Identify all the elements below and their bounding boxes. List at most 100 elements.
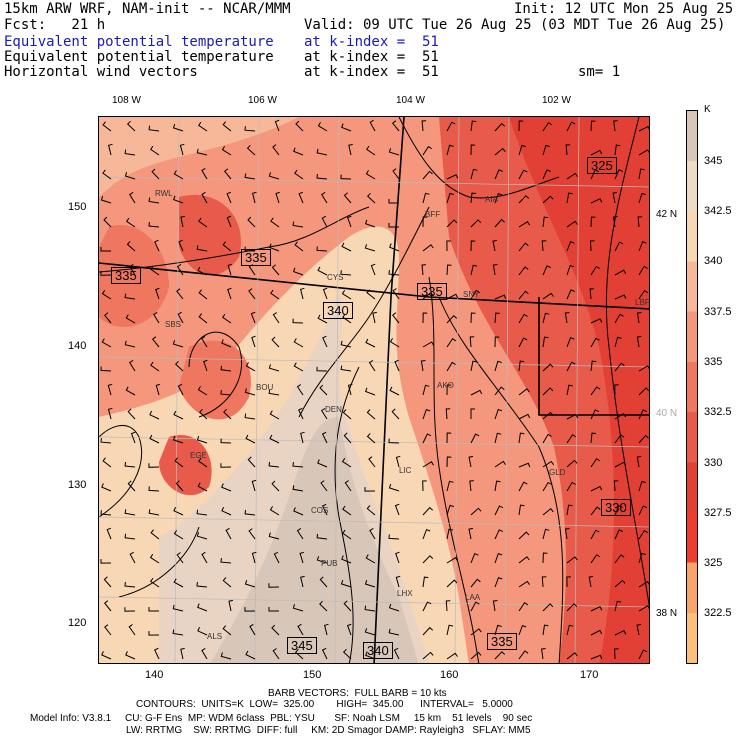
wind-barb [542,169,551,180]
wind-barb [614,413,627,420]
wind-barb [366,192,376,204]
wind-barb [100,271,112,276]
wind-barb [590,529,600,540]
wind-barb [342,313,352,324]
wind-barb [388,199,399,204]
wind-barb [220,463,232,468]
wind-barb [638,480,646,492]
wind-barb [446,144,454,156]
colorbar-label: 335 [704,356,723,368]
wind-barb [340,579,352,588]
wind-barb [470,553,479,564]
wind-barb [227,287,232,300]
wind-barb [173,578,184,588]
wind-barb [420,360,426,372]
wind-barb [316,246,328,252]
wind-barb [268,532,280,540]
wind-barb [614,600,622,612]
wind-barb [541,240,547,252]
wind-barb [614,434,625,444]
wind-barb [125,651,136,660]
wind-barb [151,168,160,180]
wind-barb [518,602,529,612]
wind-barb [588,575,594,588]
wind-barb [391,408,400,420]
wind-barb [364,628,376,636]
wind-barb [173,410,184,420]
wind-barb [148,607,159,612]
colorbar-label: 327.5 [704,507,732,519]
wind-barb [470,651,482,660]
wind-barb [494,360,502,372]
wind-barb [176,552,184,564]
wind-barb [346,215,352,228]
city-label: SBS [165,320,182,329]
wind-barb [100,366,112,372]
valid-time: Valid: 09 UTC Tue 26 Aug 25 (03 MDT Tue … [304,17,726,33]
wind-barb [341,290,352,300]
wind-barb [518,413,531,420]
wind-barb [518,360,525,372]
grid-y-120: 120 [68,617,87,629]
wind-barb [271,264,280,276]
wind-barb [201,647,208,660]
wind-barb [637,216,643,228]
wind-barb [566,481,576,492]
wind-barb [590,432,597,444]
wind-barb [470,578,481,588]
wind-barb [198,217,208,228]
colorbar-label: 332.5 [704,406,732,418]
wind-barb [125,386,136,396]
wind-barb [542,312,550,324]
wind-barb [178,239,184,252]
wind-barb [366,505,376,516]
wind-barb [245,650,256,660]
wind-barb [342,409,352,420]
wind-barb [638,505,648,516]
wind-barb [244,246,256,252]
wind-barb [372,311,377,324]
grid-x-150: 150 [303,669,322,681]
wind-barb [346,623,352,636]
wind-barb [292,604,304,612]
wind-barb [446,240,451,252]
wind-barb [590,554,601,564]
wind-barb [364,244,376,252]
wind-barb [388,223,399,228]
wind-barb [422,601,432,612]
wind-barb [566,433,577,444]
wind-barb [180,215,185,228]
wind-barb [196,532,208,540]
wind-barb [244,173,256,180]
wind-barb [564,312,570,324]
wind-barb [589,240,595,252]
wind-barb [201,551,208,564]
wind-barb [172,629,184,636]
wind-barb [614,554,625,564]
grid-x-160: 160 [440,669,459,681]
wind-barb [422,145,432,156]
wind-barb [614,294,627,300]
wind-barb [124,172,136,180]
wind-barb [151,336,160,348]
wind-barb [124,509,136,516]
wind-barb [589,288,595,300]
wind-barb [636,456,642,468]
wind-barb [590,654,603,660]
wind-barb [366,289,376,300]
wind-barb [342,648,352,660]
wind-barbs [100,119,649,660]
wind-barb [321,431,328,444]
model-title: 15km ARW WRF, NAM-init -- NCAR/MMM [4,1,291,17]
wind-barb [177,383,184,396]
wind-barb [468,527,474,540]
wind-barb [249,623,256,636]
wind-barb [494,386,505,396]
wind-barb [201,191,208,204]
grid-x-140: 140 [145,669,164,681]
wind-barb [293,507,304,516]
wind-barb [316,148,328,156]
wind-barb [590,120,596,132]
lon-label-106: 106 W [248,95,277,106]
wind-barb [494,505,504,516]
